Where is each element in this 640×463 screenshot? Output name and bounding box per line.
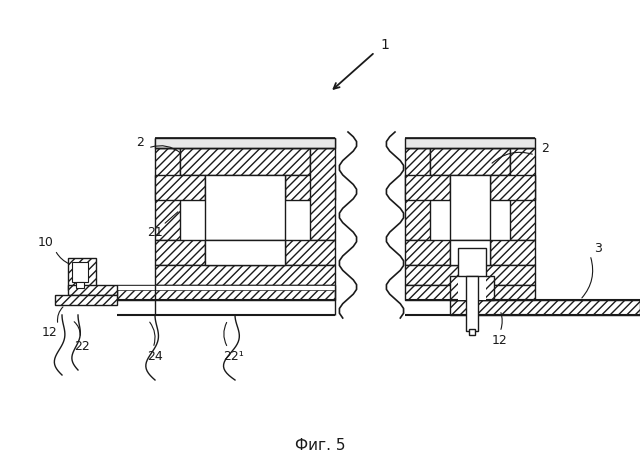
Bar — [450, 175, 490, 240]
Bar — [405, 265, 535, 285]
Bar — [450, 300, 640, 315]
Bar — [155, 175, 205, 200]
Bar — [55, 295, 117, 305]
Text: 21: 21 — [147, 225, 163, 238]
Bar — [469, 329, 475, 335]
Bar — [458, 276, 486, 300]
Bar — [405, 175, 450, 200]
Text: 24: 24 — [147, 350, 163, 363]
Bar — [405, 240, 450, 265]
Bar — [405, 148, 430, 240]
Bar — [180, 148, 310, 175]
Text: 2: 2 — [541, 142, 549, 155]
Bar — [510, 148, 535, 240]
Bar — [205, 175, 285, 240]
Text: 10: 10 — [38, 237, 54, 250]
Bar — [68, 285, 117, 295]
Bar — [117, 285, 335, 290]
Bar — [310, 148, 335, 240]
Text: 3: 3 — [594, 242, 602, 255]
Text: 12: 12 — [492, 333, 508, 346]
Bar — [155, 138, 335, 148]
Bar — [490, 240, 535, 265]
Bar — [405, 285, 535, 300]
Bar — [285, 175, 335, 200]
Bar — [155, 138, 335, 148]
Text: Фиг. 5: Фиг. 5 — [295, 438, 345, 452]
Bar — [450, 240, 490, 265]
Bar — [68, 258, 96, 290]
Bar — [458, 248, 486, 276]
Bar — [490, 175, 535, 200]
Bar — [450, 276, 494, 300]
Text: 12: 12 — [42, 326, 58, 339]
Bar — [155, 265, 335, 285]
Bar — [430, 148, 510, 175]
Text: 22: 22 — [74, 339, 90, 352]
Bar — [466, 276, 478, 331]
Bar — [285, 240, 335, 265]
Text: 1: 1 — [381, 38, 389, 52]
Bar — [405, 138, 535, 148]
Bar — [76, 282, 84, 288]
Bar — [155, 240, 205, 265]
Text: 22¹: 22¹ — [223, 350, 243, 363]
Bar — [117, 285, 335, 300]
Text: 2: 2 — [136, 137, 144, 150]
Bar — [72, 262, 88, 282]
Bar — [155, 148, 180, 240]
Bar — [205, 240, 285, 265]
